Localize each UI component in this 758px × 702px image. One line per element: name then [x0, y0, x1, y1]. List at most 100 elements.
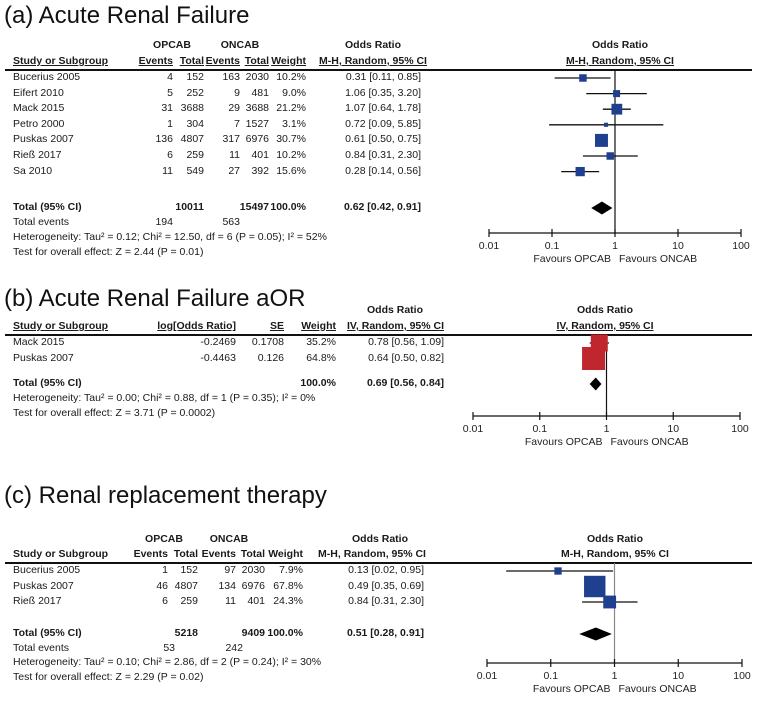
study-name: Bucerius 2005 — [13, 71, 81, 83]
study-logor: -0.2469 — [200, 336, 236, 348]
total-events-label: Total events — [13, 216, 70, 228]
study-name: Petro 2000 — [13, 117, 65, 130]
total-oncab: 481 — [251, 86, 269, 99]
study-name: Bucerius 2005 — [13, 564, 81, 576]
total-label: Total (95% CI) — [13, 627, 82, 639]
col-header-ci: M-H, Random, 95% CI — [318, 548, 426, 560]
study-ci: 1.06 [0.35, 3.20] — [345, 86, 421, 99]
total-n1: 5218 — [174, 627, 198, 639]
total-oncab: 3688 — [245, 102, 269, 115]
point-estimate-square — [584, 575, 606, 598]
plot-subheader: IV, Random, 95% CI — [556, 320, 654, 332]
events-opcab: 5 — [167, 86, 173, 99]
pooled-estimate-diamond — [589, 377, 602, 391]
effect-header: Odds Ratio — [344, 39, 401, 51]
study-name: Rieß 2017 — [13, 149, 62, 161]
heterogeneity-text: Heterogeneity: Tau² = 0.10; Chi² = 2.86,… — [13, 656, 322, 668]
study-weight: 10.2% — [276, 149, 306, 161]
events-oncab: 163 — [222, 71, 240, 83]
events-opcab: 1 — [167, 117, 173, 130]
events-oncab: 11 — [225, 595, 236, 607]
effect-header: Odds Ratio — [366, 304, 423, 316]
col-header-ci: M-H, Random, 95% CI — [319, 55, 427, 67]
total-oncab: 401 — [247, 595, 265, 607]
events-oncab: 9 — [234, 86, 240, 99]
total-weight: 100.0% — [300, 377, 336, 389]
col-header-events-oncab: Events — [201, 548, 236, 560]
events-opcab: 31 — [161, 102, 173, 115]
x-tick-label: 10 — [672, 670, 684, 682]
pooled-estimate-diamond — [591, 201, 613, 215]
favours-left-label: Favours OPCAB — [533, 253, 611, 265]
events-opcab: 4 — [167, 71, 173, 83]
total-ci: 0.62 [0.42, 0.91] — [343, 201, 421, 213]
header-rule — [5, 69, 752, 71]
study-weight: 15.6% — [276, 164, 306, 177]
panel-b-title: (b) Acute Renal Failure aOR — [4, 285, 306, 312]
x-tick-label: 0.01 — [479, 240, 500, 252]
plot-subheader: M-H, Random, 95% CI — [561, 548, 669, 560]
pooled-estimate-diamond — [579, 627, 612, 641]
events-oncab: 134 — [218, 579, 236, 592]
x-tick-label: 100 — [733, 670, 751, 682]
point-estimate-square — [613, 90, 621, 98]
total-weight: 100.0% — [270, 201, 306, 213]
study-ci: 1.07 [0.64, 1.78] — [345, 102, 421, 115]
study-weight: 30.7% — [276, 133, 306, 146]
x-tick-label: 0.1 — [545, 240, 560, 252]
study-ci: 0.31 [0.11, 0.85] — [345, 71, 421, 83]
events-oncab: 27 — [228, 164, 240, 177]
col-header-events-opcab: Events — [133, 548, 168, 560]
total-weight: 100.0% — [267, 627, 303, 639]
events-opcab: 11 — [162, 164, 173, 177]
total-label: Total (95% CI) — [13, 377, 82, 389]
plot-subheader: M-H, Random, 95% CI — [566, 55, 674, 67]
point-estimate-square — [603, 595, 617, 609]
study-se: 0.1708 — [251, 336, 284, 348]
total-opcab: 152 — [186, 71, 204, 83]
col-header-total-opcab: Total — [173, 548, 198, 560]
events-oncab: 317 — [222, 133, 240, 146]
x-tick-label: 10 — [667, 423, 679, 435]
x-tick-label: 0.01 — [477, 670, 498, 682]
effect-header: Odds Ratio — [351, 533, 408, 545]
x-tick-label: 1 — [612, 240, 618, 252]
total-events-e2: 242 — [225, 642, 243, 654]
study-ci: 0.84 [0.31, 2.30] — [345, 149, 421, 161]
heterogeneity-text: Heterogeneity: Tau² = 0.12; Chi² = 12.50… — [13, 231, 327, 243]
events-opcab: 6 — [162, 595, 168, 607]
plot-header: Odds Ratio — [576, 304, 633, 316]
total-opcab: 4807 — [180, 133, 204, 146]
total-oncab: 6976 — [245, 133, 269, 146]
total-opcab: 3688 — [180, 102, 204, 115]
favours-left-label: Favours OPCAB — [533, 683, 611, 695]
total-oncab: 392 — [251, 164, 269, 177]
col-header-weight: Weight — [268, 548, 303, 560]
col-header-ci: IV, Random, 95% CI — [346, 320, 445, 332]
col-header-study: Study or Subgroup — [13, 548, 109, 560]
total-ci: 0.51 [0.28, 0.91] — [346, 627, 424, 639]
total-opcab: 304 — [186, 117, 204, 130]
x-tick-label: 100 — [732, 240, 750, 252]
events-oncab: 97 — [224, 564, 236, 576]
total-opcab: 252 — [186, 86, 204, 99]
events-oncab: 11 — [229, 149, 240, 161]
study-name: Mack 2015 — [13, 102, 65, 115]
total-events-e2: 563 — [222, 216, 240, 228]
point-estimate-square — [611, 103, 623, 115]
study-ci: 0.84 [0.31, 2.30] — [348, 595, 424, 607]
total-n2: 9409 — [241, 627, 265, 639]
col-header-total-oncab: Total — [240, 548, 265, 560]
point-estimate-square — [582, 346, 606, 371]
col-header-weight: Weight — [301, 320, 336, 332]
study-ci: 0.13 [0.02, 0.95] — [348, 564, 424, 576]
col-header-weight: Weight — [271, 55, 306, 67]
study-weight: 64.8% — [306, 351, 336, 364]
study-ci: 0.72 [0.09, 5.85] — [345, 117, 421, 130]
study-ci: 0.61 [0.50, 0.75] — [345, 133, 421, 146]
header-rule — [5, 562, 752, 564]
study-ci: 0.28 [0.14, 0.56] — [345, 164, 421, 177]
events-opcab: 6 — [167, 149, 173, 161]
favours-right-label: Favours ONCAB — [619, 253, 697, 265]
